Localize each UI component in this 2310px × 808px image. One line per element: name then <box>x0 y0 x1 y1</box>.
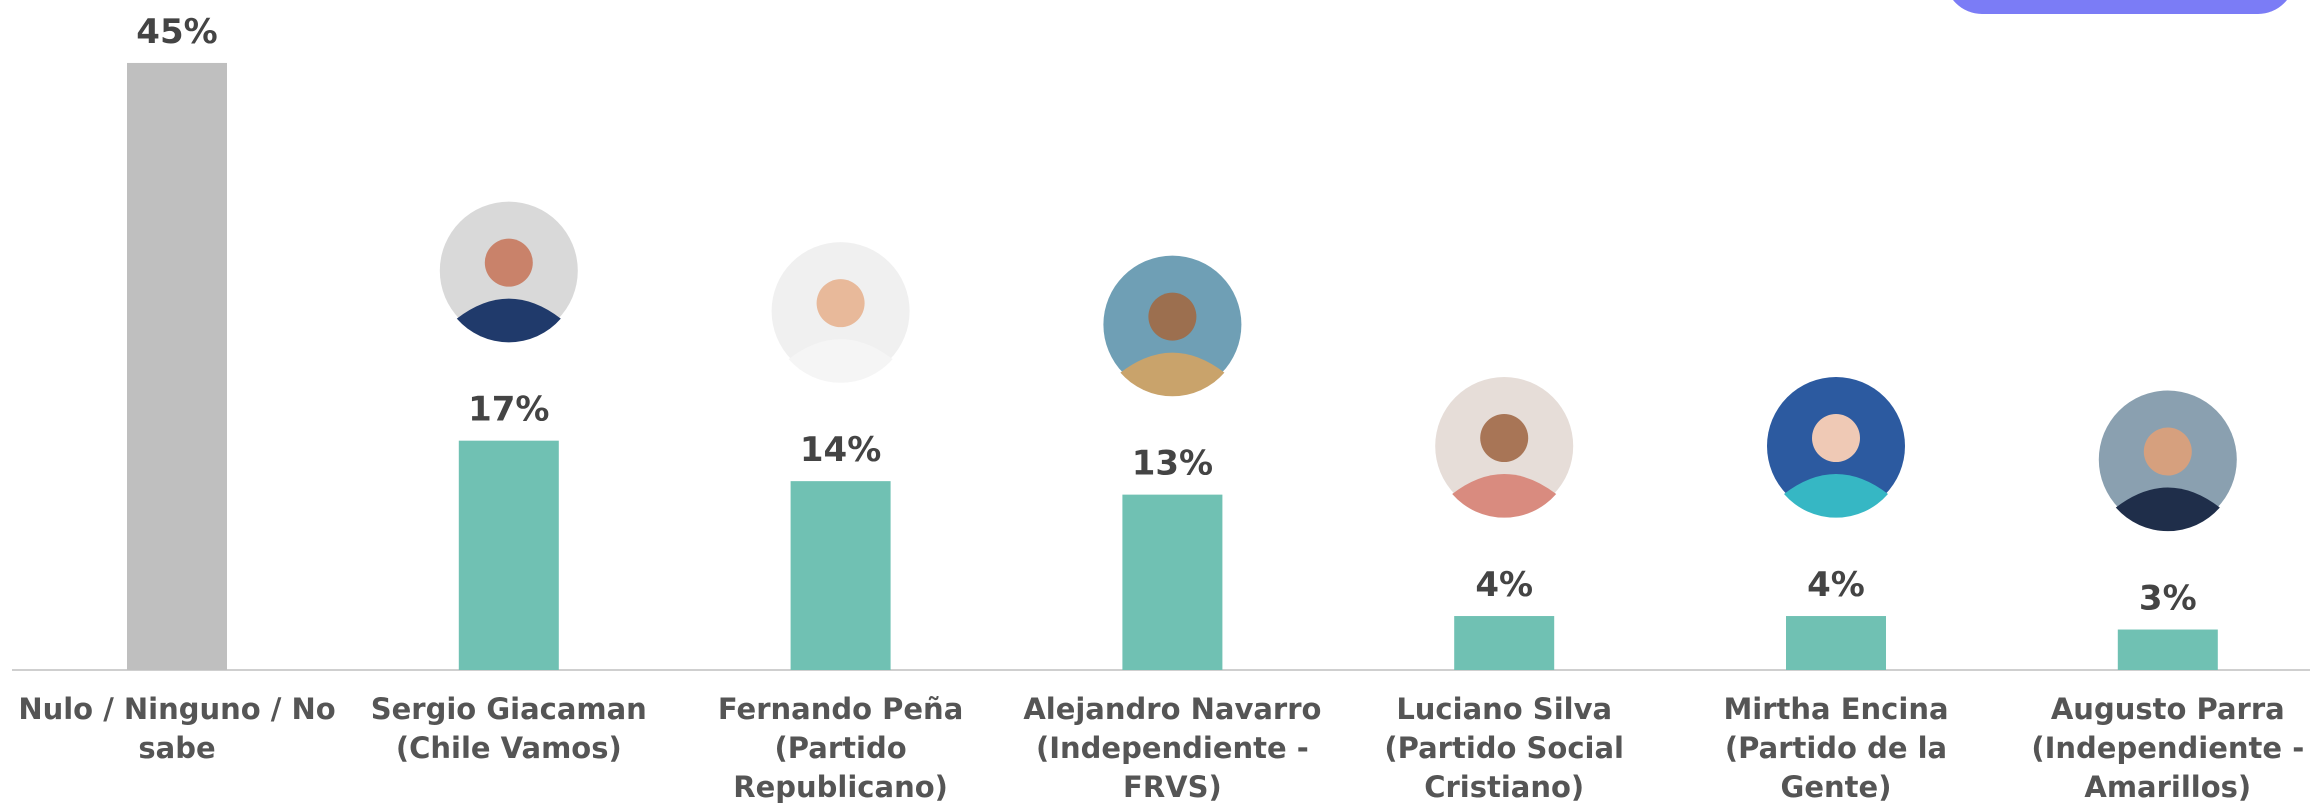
category-label: Fernando Peña (Partido Republicano) <box>717 692 964 804</box>
candidate-photo <box>771 242 910 383</box>
value-label: 4% <box>1475 565 1533 605</box>
category-label: Alejandro Navarro (Independiente - FRVS) <box>1023 692 1322 804</box>
candidate-photo <box>1103 255 1242 397</box>
photo-body <box>1452 474 1557 518</box>
candidate-photo <box>1435 377 1574 518</box>
photo-body <box>1784 474 1888 518</box>
bar <box>1454 616 1555 670</box>
bar <box>1786 616 1886 670</box>
category-label: Mirtha Encina (Partido de la Gente) <box>1723 692 1949 804</box>
category-label: Luciano Silva (Partido Social Cristiano) <box>1384 692 1624 804</box>
photo-head <box>2143 427 2192 476</box>
category-label: Augusto Parra (Independiente - Amarillos… <box>2031 692 2305 804</box>
value-label: 13% <box>1132 444 1213 484</box>
value-label: 3% <box>2139 579 2197 619</box>
category-label: Sergio Giacaman (Chile Vamos) <box>370 692 647 765</box>
bar <box>1122 494 1223 670</box>
photo-head <box>484 238 533 287</box>
menu-button[interactable] <box>1945 0 2295 14</box>
photo-head <box>1812 414 1860 463</box>
category-label: Nulo / Ninguno / No sabe <box>18 692 336 765</box>
photo-head <box>1148 292 1197 341</box>
value-label: 17% <box>468 390 549 430</box>
bar <box>127 62 227 670</box>
photo-body <box>456 298 561 343</box>
candidate-photo <box>1767 377 1905 518</box>
photo-body <box>2115 487 2220 532</box>
photo-head <box>1480 414 1529 463</box>
photo-body <box>1120 352 1225 397</box>
photo-body <box>788 339 893 383</box>
bar <box>458 440 559 670</box>
photo-head <box>816 279 865 328</box>
value-label: 14% <box>800 430 881 470</box>
bar <box>790 481 891 670</box>
candidate-photo <box>2098 390 2237 532</box>
value-label: 4% <box>1807 565 1865 605</box>
candidate-photo <box>439 201 578 343</box>
bar <box>2117 629 2218 670</box>
value-label: 45% <box>136 12 217 52</box>
